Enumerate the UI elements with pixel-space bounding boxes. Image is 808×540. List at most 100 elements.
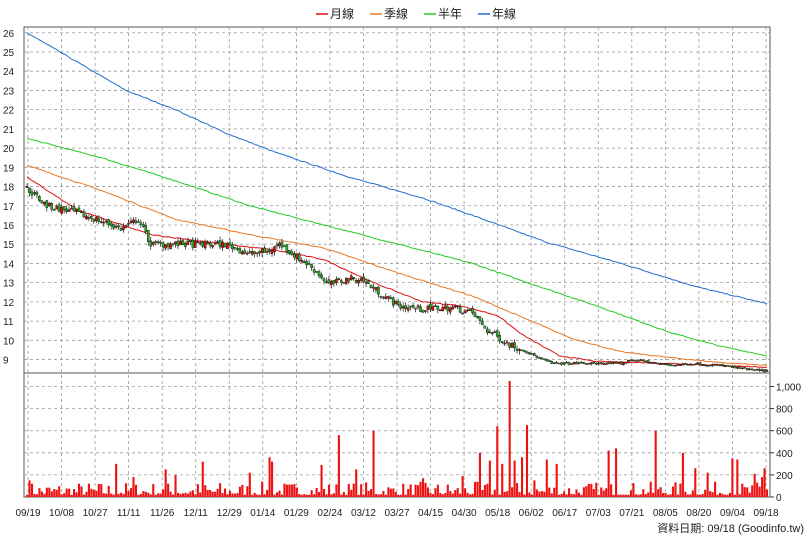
volume-bar — [124, 483, 128, 497]
volume-bar — [226, 494, 229, 497]
candle-body — [646, 360, 650, 363]
volume-bar — [481, 489, 484, 497]
candle-body — [471, 308, 474, 313]
date-tick-label: 11/11 — [117, 508, 141, 519]
candle-body — [567, 362, 571, 365]
volume-bar — [540, 491, 543, 497]
volume-bar — [520, 457, 524, 497]
volume-bar — [33, 493, 36, 497]
volume-bar — [642, 489, 645, 497]
volume-bar — [392, 488, 395, 497]
volume-bar — [518, 492, 521, 497]
volume-bar — [513, 460, 516, 497]
volume-bar — [285, 484, 288, 497]
volume-bar — [664, 492, 667, 497]
date-tick-label: 09/19 — [15, 508, 40, 519]
candle-body — [238, 247, 242, 254]
volume-bar — [335, 484, 338, 497]
volume-bar — [107, 485, 110, 497]
candle-body — [513, 342, 516, 349]
candle-body — [335, 278, 338, 284]
candle-body — [25, 186, 29, 189]
date-tick-label: 11/26 — [150, 508, 175, 519]
candle-body — [711, 364, 714, 367]
candle-body — [404, 305, 407, 310]
candle-body — [755, 369, 759, 371]
volume-bar — [127, 491, 130, 497]
ma-month-line — [26, 176, 768, 368]
volume-bar — [337, 435, 340, 497]
candle-body — [198, 242, 202, 244]
candle-body — [641, 359, 645, 362]
candle-body — [92, 218, 96, 222]
volume-bar — [407, 488, 410, 497]
volume-bar — [766, 489, 769, 497]
volume-bar — [483, 484, 486, 497]
volume-bar — [501, 463, 504, 497]
volume-bar — [486, 483, 489, 497]
candle-body — [65, 208, 68, 212]
candle-body — [124, 225, 128, 228]
volume-bar — [456, 488, 459, 497]
volume-bar — [441, 494, 444, 497]
volume-bar — [110, 493, 113, 497]
candle-body — [112, 224, 115, 229]
volume-bar — [629, 490, 632, 497]
candle-body — [322, 278, 326, 282]
candle-body — [132, 219, 135, 223]
volume-bar — [632, 483, 635, 497]
candle-body — [654, 362, 657, 364]
volume-bar — [325, 494, 328, 497]
candle-body — [473, 312, 477, 317]
candle-body — [651, 362, 655, 364]
volume-bar — [580, 494, 583, 497]
candle-body — [119, 228, 123, 231]
price-tick-label: 20 — [3, 144, 15, 155]
price-tick-label: 23 — [3, 86, 15, 97]
volume-bar — [48, 487, 51, 497]
candle-body — [221, 241, 224, 248]
candle-body — [50, 202, 54, 210]
volume-bar — [92, 489, 95, 497]
volume-bar — [45, 487, 48, 497]
volume-bar — [241, 484, 244, 497]
candle-body — [292, 253, 296, 258]
candle-body — [201, 241, 205, 247]
candlesticks — [25, 183, 769, 373]
legend-label: 半年 — [438, 7, 462, 21]
candle-body — [570, 363, 573, 365]
volume-bar — [649, 481, 652, 497]
data-date-note: 資料日期: 09/18 (Goodinfo.tw) — [657, 521, 804, 535]
candle-body — [109, 222, 113, 227]
volume-bar — [535, 489, 538, 497]
candle-body — [706, 365, 709, 367]
candle-body — [723, 365, 727, 368]
candle-body — [619, 361, 623, 365]
volume-tick-label: 200 — [776, 471, 793, 482]
candle-body — [547, 360, 551, 362]
candle-body — [693, 363, 697, 366]
volume-bar — [258, 494, 261, 497]
candle-body — [179, 240, 182, 246]
candle-body — [753, 369, 756, 371]
candle-body — [632, 359, 635, 362]
candle-body — [122, 226, 125, 230]
volume-bar — [560, 493, 563, 497]
candle-body — [421, 310, 425, 313]
volume-bar — [176, 492, 180, 497]
candle-body — [436, 305, 440, 311]
volume-bar — [157, 493, 160, 497]
volume-bar — [172, 494, 175, 497]
candle-body — [414, 307, 417, 310]
volume-bar — [68, 488, 71, 497]
volume-bar — [563, 491, 566, 497]
candle-body — [154, 241, 157, 243]
volume-bar — [102, 493, 105, 497]
price-tick-label: 25 — [3, 48, 15, 59]
volume-bar — [342, 492, 345, 497]
volume-bar — [726, 494, 729, 497]
volume-bar — [498, 494, 501, 497]
volume-bar — [204, 485, 207, 497]
candle-body — [70, 208, 73, 210]
